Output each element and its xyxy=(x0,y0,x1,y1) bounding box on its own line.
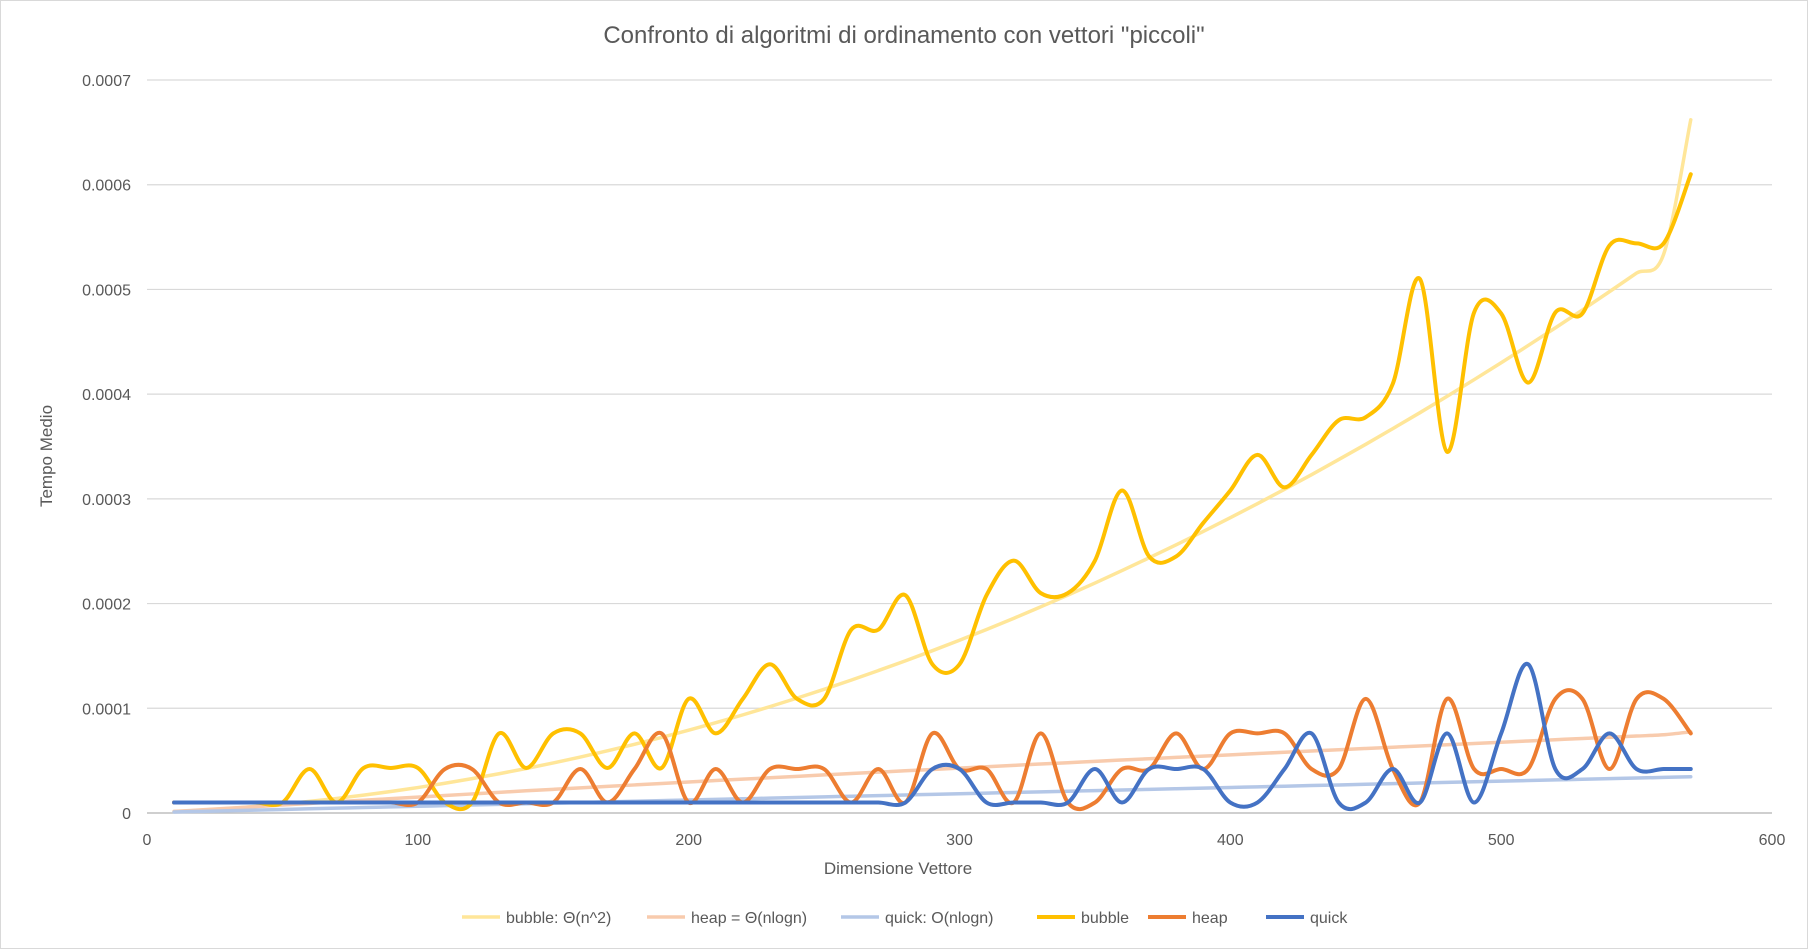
legend-entry-heap: heap xyxy=(1148,910,1228,927)
series-line-bubble-n-2 xyxy=(172,118,1693,814)
y-tick-label: 0.0005 xyxy=(82,282,131,299)
x-tick-label: 500 xyxy=(1488,832,1515,849)
chart-title: Confronto di algoritmi di ordinamento co… xyxy=(603,22,1204,49)
legend-label: bubble: Θ(n^2) xyxy=(506,910,611,927)
legend-entry-quick-o-nlogn: quick: O(nlogn) xyxy=(841,910,994,927)
legend-entry-quick: quick xyxy=(1266,910,1348,927)
series-line-quick xyxy=(172,662,1693,812)
y-tick-label: 0.0001 xyxy=(82,701,131,718)
legend: bubble: Θ(n^2) heap = Θ(nlogn) quick: O(nl… xyxy=(462,910,1348,927)
x-tick-label: 600 xyxy=(1759,832,1786,849)
y-axis-ticks: 0 0.0001 0.0002 0.0003 0.0004 0.0005 0.0006 0.0… xyxy=(82,73,131,823)
series-line-bubble xyxy=(172,172,1693,812)
y-tick-label: 0.0003 xyxy=(82,492,131,509)
series-line-quick-o-nlogn xyxy=(172,775,1693,814)
legend-label: heap xyxy=(1192,910,1228,927)
y-tick-label: 0.0002 xyxy=(82,597,131,614)
legend-entry-bubble-n-2: bubble: Θ(n^2) xyxy=(462,910,611,927)
x-tick-label: 300 xyxy=(946,832,973,849)
y-axis-title: Tempo Medio xyxy=(37,405,56,507)
x-tick-label: 200 xyxy=(675,832,702,849)
legend-label: heap = Θ(nlogn) xyxy=(691,910,807,927)
y-tick-label: 0 xyxy=(122,806,131,823)
legend-entry-bubble: bubble xyxy=(1037,910,1129,927)
legend-label: bubble xyxy=(1081,910,1129,927)
legend-label: quick: O(nlogn) xyxy=(885,910,994,927)
gridlines xyxy=(147,79,1772,709)
y-tick-label: 0.0006 xyxy=(82,178,131,195)
series-lines xyxy=(172,118,1693,814)
x-tick-label: 400 xyxy=(1217,832,1244,849)
y-tick-label: 0.0007 xyxy=(82,73,131,90)
x-tick-label: 100 xyxy=(404,832,431,849)
x-axis-title: Dimensione Vettore xyxy=(824,859,972,878)
y-tick-label: 0.0004 xyxy=(82,387,131,404)
x-tick-label: 0 xyxy=(143,832,152,849)
x-axis-ticks: 0 100 200 300 400 500 600 xyxy=(143,832,1786,849)
legend-label: quick xyxy=(1310,910,1348,927)
legend-entry-heap-nlogn: heap = Θ(nlogn) xyxy=(647,910,807,927)
